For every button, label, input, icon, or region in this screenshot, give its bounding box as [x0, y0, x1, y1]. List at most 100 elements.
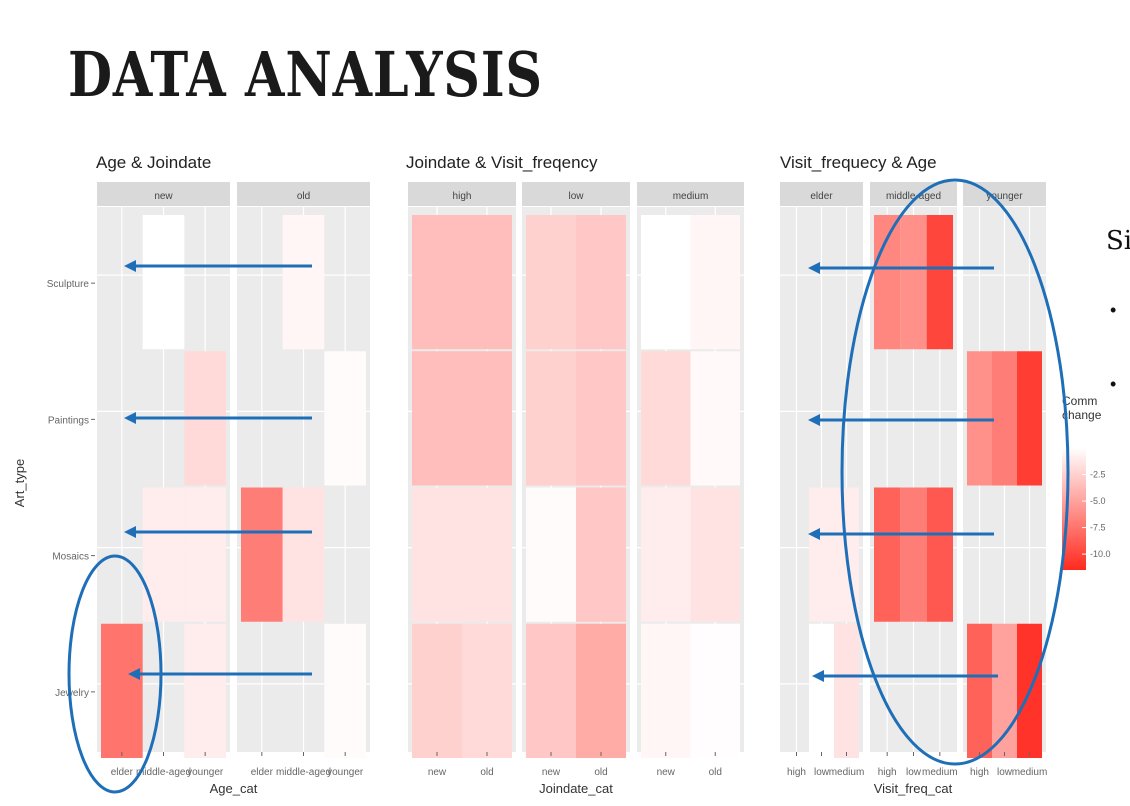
- heat-tile: [576, 623, 626, 758]
- heat-tile: [184, 487, 226, 622]
- x-axis-label: Visit_freq_cat: [874, 781, 953, 796]
- y-tick-label: Paintings: [48, 415, 89, 426]
- x-tick-label: high: [787, 767, 806, 778]
- arrow-head: [128, 668, 140, 680]
- legend-tick-label: -5.0: [1090, 496, 1106, 506]
- heat-tile: [967, 351, 992, 486]
- heat-tile: [324, 623, 366, 758]
- x-tick-label: new: [657, 767, 676, 778]
- facet-label: high: [453, 191, 472, 202]
- heat-tile: [462, 215, 512, 350]
- legend-tick-label: -7.5: [1090, 523, 1106, 533]
- chart-title: Age & Joindate: [96, 153, 211, 172]
- y-axis-label: Art_type: [12, 459, 27, 507]
- heat-tile: [142, 215, 185, 350]
- x-tick-label: low: [814, 767, 830, 778]
- heat-tile: [809, 487, 834, 622]
- facet-label: old: [297, 191, 310, 202]
- heat-tile: [967, 623, 992, 758]
- chart-title: Visit_frequecy & Age: [780, 153, 937, 172]
- heat-tile: [526, 215, 576, 350]
- y-tick-label: Sculpture: [47, 279, 90, 290]
- heat-tile: [992, 351, 1017, 486]
- arrow-head: [124, 526, 136, 538]
- heat-tile: [526, 623, 576, 758]
- facet-strip: [780, 182, 863, 206]
- facet-label: elder: [810, 191, 833, 202]
- heat-tile: [412, 351, 462, 486]
- facet-strip: [637, 182, 744, 206]
- heat-tile: [412, 215, 462, 350]
- heat-tile: [282, 487, 325, 622]
- facet-label: medium: [673, 191, 709, 202]
- heat-tile: [690, 487, 740, 622]
- x-tick-label: younger: [187, 767, 224, 778]
- facet-strip: [522, 182, 630, 206]
- heat-tile: [526, 487, 576, 622]
- heat-tile: [992, 623, 1017, 758]
- chart-title: Joindate & Visit_freqency: [406, 153, 598, 172]
- x-tick-label: high: [878, 767, 897, 778]
- heat-tile: [900, 215, 927, 350]
- heat-tile: [874, 487, 901, 622]
- x-tick-label: new: [428, 767, 447, 778]
- heat-tile: [526, 351, 576, 486]
- heat-tile: [462, 351, 512, 486]
- heat-tile: [241, 487, 283, 622]
- x-tick-label: new: [542, 767, 561, 778]
- heat-tile: [690, 623, 740, 758]
- x-tick-label: low: [997, 767, 1013, 778]
- facet-strip: [408, 182, 516, 206]
- legend-tick-label: -10.0: [1090, 549, 1111, 559]
- heat-tile: [412, 487, 462, 622]
- x-tick-label: middle-aged: [276, 767, 331, 778]
- heat-tile: [809, 623, 834, 758]
- x-tick-label: elder: [251, 767, 274, 778]
- x-tick-label: old: [480, 767, 493, 778]
- heat-tile: [690, 351, 740, 486]
- x-tick-label: old: [709, 767, 722, 778]
- x-tick-label: low: [906, 767, 922, 778]
- heat-tile: [184, 623, 226, 758]
- x-tick-label: elder: [111, 767, 134, 778]
- heat-tile: [324, 351, 366, 486]
- facet-label: younger: [986, 191, 1023, 202]
- heat-tile: [641, 351, 691, 486]
- heat-tile: [874, 215, 901, 350]
- cutoff-text: Si: [1106, 226, 1130, 256]
- legend-title: change: [1062, 408, 1102, 422]
- heat-tile: [641, 215, 691, 350]
- heat-tile: [412, 623, 462, 758]
- x-tick-label: medium: [1012, 767, 1048, 778]
- heat-tile: [641, 487, 691, 622]
- legend-tick-label: -2.5: [1090, 470, 1106, 480]
- legend-colorbar: [1062, 448, 1086, 570]
- x-tick-label: old: [594, 767, 607, 778]
- annotation-ellipse: [840, 178, 1070, 766]
- heat-tile: [690, 215, 740, 350]
- heat-tile: [641, 623, 691, 758]
- facet-strip: [97, 182, 230, 206]
- arrow-head: [124, 412, 136, 424]
- bullet-marker: •: [1110, 300, 1117, 320]
- facet-label: middle-aged: [886, 191, 941, 202]
- facet-label: new: [154, 191, 173, 202]
- x-axis-label: Age_cat: [210, 781, 258, 796]
- heat-tile: [576, 215, 626, 350]
- facet-strip: [237, 182, 370, 206]
- slide-title: DATA ANALYSIS: [68, 38, 543, 111]
- heat-tile: [900, 487, 927, 622]
- heat-tile: [142, 487, 185, 622]
- heat-tile: [462, 487, 512, 622]
- x-tick-label: medium: [829, 767, 865, 778]
- heat-tile: [101, 623, 143, 758]
- arrow-head: [808, 414, 820, 426]
- heat-tile: [1017, 351, 1042, 486]
- bullet-marker: •: [1110, 374, 1117, 394]
- heat-tile: [926, 487, 953, 622]
- x-tick-label: middle-aged: [136, 767, 191, 778]
- arrow-head: [124, 260, 136, 272]
- heat-tile: [576, 351, 626, 486]
- x-tick-label: medium: [922, 767, 958, 778]
